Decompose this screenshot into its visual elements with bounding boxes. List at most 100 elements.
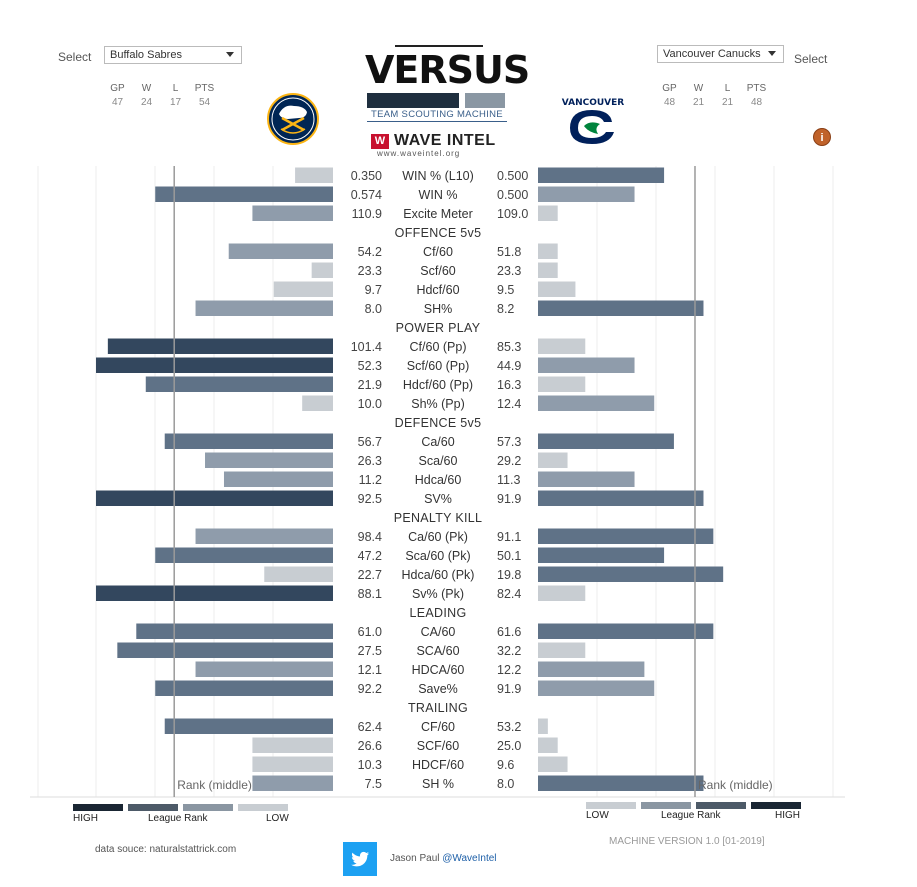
section-header: LEADING [410,606,467,620]
stat-w-value: 21 [692,97,705,108]
author-name: Jason Paul [390,853,440,864]
bar-left [155,186,333,202]
bar-right [538,756,568,772]
value-right: 29.2 [497,454,521,468]
team-left-dropdown[interactable]: Buffalo Sabres [104,46,242,64]
author-credit: Jason Paul @WaveIntel [390,853,497,864]
stat-label: Hdca/60 (Pk) [402,568,475,582]
team-left-value: Buffalo Sabres [110,49,182,61]
value-left: 9.7 [365,283,382,297]
info-icon[interactable]: i [813,128,831,146]
stat-gp-header: GP [110,83,125,94]
bar-left [195,528,333,544]
author-handle-link[interactable]: @WaveIntel [442,853,497,864]
value-left: 11.2 [359,473,382,487]
bar-right [538,167,665,183]
stat-label: Excite Meter [403,207,472,221]
rank-middle-label-left: Rank (middle) [177,778,252,792]
value-right: 19.8 [497,568,521,582]
stat-label: Hdca/60 [415,473,462,487]
vancouver-canucks-logo: VANCOUVER [562,98,625,144]
stat-l-value: 21 [721,97,734,108]
value-left: 7.5 [365,777,382,791]
value-right: 61.6 [497,625,521,639]
value-right: 16.3 [497,378,521,392]
bar-left [302,395,333,411]
stat-l-header: L [724,83,731,94]
bar-right [538,357,635,373]
stat-label: SH% [424,302,452,316]
bar-right [538,395,655,411]
bar-left [311,262,333,278]
bar-right [538,376,586,392]
value-left: 62.4 [358,720,382,734]
value-right: 12.2 [497,663,521,677]
value-right: 0.500 [497,188,528,202]
stat-label: Save% [418,682,458,696]
stat-gp-value: 48 [663,97,676,108]
bar-left [252,205,333,221]
stat-pts-value: 54 [198,97,211,108]
bar-left [155,680,333,696]
section-header: POWER PLAY [396,321,481,335]
twitter-button[interactable] [343,842,377,876]
stat-label: Sca/60 (Pk) [405,549,470,563]
section-header: DEFENCE 5v5 [395,416,482,430]
value-right: 91.9 [497,492,521,506]
vancouver-logo-text: VANCOUVER [562,98,625,108]
stat-label: HDCA/60 [412,663,465,677]
bar-right [538,338,586,354]
bar-left [164,433,333,449]
brand-url: www.waveintel.org [377,149,461,158]
stat-w-header: W [693,83,704,94]
stat-gp-value: 47 [111,97,124,108]
team-right-dropdown[interactable]: Vancouver Canucks [657,45,784,63]
bar-right [538,300,704,316]
value-left: 98.4 [358,530,382,544]
bar-left [96,585,333,601]
bar-right [538,490,704,506]
bar-left [136,623,333,639]
bar-left [195,300,333,316]
stat-pts-header: PTS [746,83,767,94]
bar-left [264,566,333,582]
stat-label: Hdcf/60 (Pp) [403,378,473,392]
legend-swatch [73,804,123,811]
section-header: PENALTY KILL [394,511,483,525]
value-right: 32.2 [497,644,521,658]
value-left: 92.2 [358,682,382,696]
value-left: 54.2 [358,245,382,259]
value-left: 26.6 [358,739,382,753]
stat-label: Sv% (Pk) [412,587,464,601]
value-right: 91.1 [497,530,521,544]
legend-left-swatches [73,804,288,811]
legend-left-low: LOW [266,813,289,824]
subtitle-underline [367,121,507,122]
value-right: 11.3 [497,473,520,487]
value-right: 51.8 [497,245,521,259]
value-left: 0.350 [351,169,382,183]
wave-intel-logo-icon: W [371,134,389,149]
chevron-down-icon [768,51,776,56]
bar-right [538,281,576,297]
stat-label: Cf/60 [423,245,453,259]
bar-right [538,680,655,696]
legend-left-high: HIGH [73,813,98,824]
chevron-down-icon [226,52,234,57]
stat-pts-value: 48 [750,97,763,108]
value-right: 23.3 [497,264,521,278]
bar-left [273,281,333,297]
bar-left [205,452,333,468]
page-title: VERSUS [365,48,530,92]
select-right-label: Select [794,52,828,66]
bar-left [96,490,333,506]
value-left: 23.3 [358,264,382,278]
stat-label: Ca/60 (Pk) [408,530,468,544]
value-left: 0.574 [351,188,382,202]
value-right: 8.2 [497,302,514,316]
legend-swatch [641,802,691,809]
bar-left [96,357,333,373]
value-right: 8.0 [497,777,514,791]
value-right: 9.6 [497,758,514,772]
